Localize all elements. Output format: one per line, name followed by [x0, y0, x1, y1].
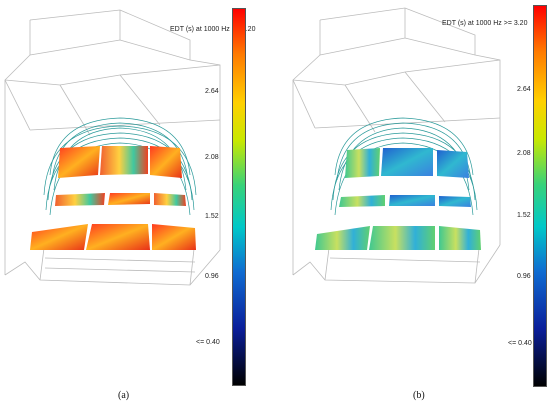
colorbar-title: EDT (s) at 1000 Hz >= 3.20: [170, 26, 256, 33]
caption-b: (b): [413, 390, 425, 401]
tick-2-64: 2.64: [517, 86, 531, 93]
caption-a: (a): [118, 390, 130, 401]
tick-2-08: 2.08: [517, 150, 531, 157]
colorbar: [232, 8, 246, 386]
tick-0-40: <= 0.40: [196, 339, 220, 346]
tick-1-52: 1.52: [517, 212, 531, 219]
tick-1-52: 1.52: [205, 213, 219, 220]
seating-surfaces: [30, 146, 196, 250]
tick-0-96: 0.96: [205, 273, 219, 280]
seating-surfaces: [315, 148, 481, 250]
tick-2-08: 2.08: [205, 154, 219, 161]
panel-b: EDT (s) at 1000 Hz >= 3.20 2.64 2.08 1.5…: [275, 0, 550, 404]
panel-a: EDT (s) at 1000 Hz >= 3.20 2.64 2.08 1.5…: [4, 8, 256, 401]
hall-model-a: [4, 9, 221, 286]
colorbar-title: EDT (s) at 1000 Hz >= 3.20: [442, 20, 528, 27]
wireframe: [4, 9, 221, 286]
hall-model-b: [292, 7, 501, 284]
tick-2-64: 2.64: [205, 88, 219, 95]
tick-0-40: <= 0.40: [508, 340, 532, 347]
tick-0-96: 0.96: [517, 273, 531, 280]
colorbar: [533, 5, 547, 387]
